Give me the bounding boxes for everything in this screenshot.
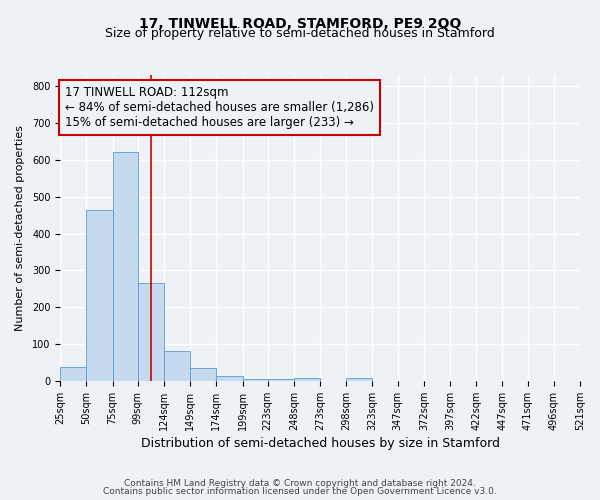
Bar bbox=[294, 378, 320, 381]
Bar bbox=[190, 368, 217, 381]
Text: 17, TINWELL ROAD, STAMFORD, PE9 2QQ: 17, TINWELL ROAD, STAMFORD, PE9 2QQ bbox=[139, 18, 461, 32]
Bar bbox=[164, 352, 190, 381]
Bar bbox=[217, 376, 242, 381]
Text: Contains public sector information licensed under the Open Government Licence v3: Contains public sector information licen… bbox=[103, 487, 497, 496]
Bar bbox=[138, 284, 164, 381]
Bar bbox=[60, 368, 86, 381]
Bar bbox=[242, 379, 268, 381]
Text: Size of property relative to semi-detached houses in Stamford: Size of property relative to semi-detach… bbox=[105, 28, 495, 40]
Text: 17 TINWELL ROAD: 112sqm
← 84% of semi-detached houses are smaller (1,286)
15% of: 17 TINWELL ROAD: 112sqm ← 84% of semi-de… bbox=[65, 86, 374, 128]
Bar bbox=[86, 210, 113, 381]
Bar bbox=[113, 152, 138, 381]
Bar bbox=[268, 379, 294, 381]
X-axis label: Distribution of semi-detached houses by size in Stamford: Distribution of semi-detached houses by … bbox=[140, 437, 500, 450]
Bar bbox=[346, 378, 373, 381]
Y-axis label: Number of semi-detached properties: Number of semi-detached properties bbox=[15, 125, 25, 331]
Text: Contains HM Land Registry data © Crown copyright and database right 2024.: Contains HM Land Registry data © Crown c… bbox=[124, 478, 476, 488]
